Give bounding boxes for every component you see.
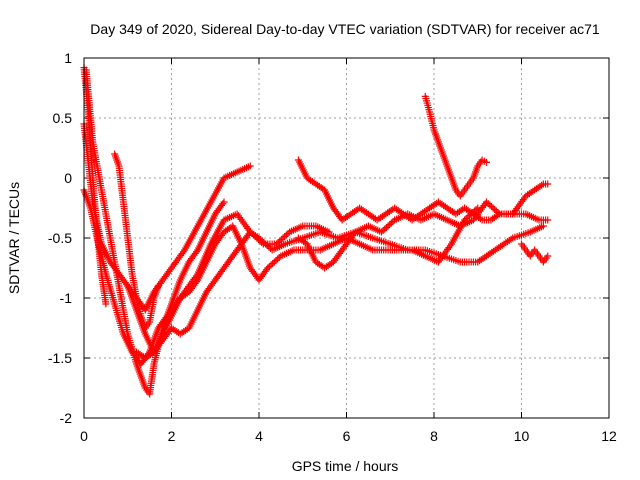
data-point — [265, 243, 273, 251]
data-point — [386, 221, 394, 228]
data-point — [544, 216, 552, 224]
data-point — [491, 206, 499, 213]
data-point — [494, 209, 502, 216]
x-axis-label: GPS time / hours — [292, 458, 399, 474]
x-tick-label: 8 — [430, 428, 438, 444]
x-tick-label: 0 — [80, 428, 88, 444]
data-point — [337, 248, 345, 256]
data-marks — [80, 64, 552, 398]
x-tick-label: 10 — [514, 428, 530, 444]
data-point — [219, 200, 227, 208]
data-point — [381, 225, 389, 233]
data-point — [257, 236, 265, 243]
data-point — [264, 264, 272, 272]
data-point — [539, 222, 547, 230]
series-7 — [133, 204, 482, 362]
data-point — [282, 231, 290, 239]
data-point — [492, 207, 500, 215]
data-point — [274, 255, 282, 263]
y-tick-label: -0.5 — [48, 230, 72, 246]
data-point — [258, 237, 266, 245]
data-point — [279, 234, 287, 242]
x-tick-label: 12 — [601, 428, 617, 444]
chart-title: Day 349 of 2020, Sidereal Day-to-day VTE… — [90, 21, 600, 37]
data-point — [102, 300, 110, 308]
data-point — [275, 254, 283, 261]
data-point — [382, 224, 390, 231]
data-point — [484, 200, 492, 207]
y-tick-label: 1 — [64, 50, 72, 66]
x-tick-label: 6 — [343, 428, 351, 444]
data-point — [246, 162, 254, 170]
data-point — [263, 242, 271, 249]
series-9 — [294, 180, 552, 272]
data-point — [272, 257, 280, 264]
data-point — [270, 258, 278, 266]
x-tick-label: 2 — [168, 428, 176, 444]
y-tick-label: -1 — [60, 290, 73, 306]
data-point — [281, 233, 289, 240]
x-tick-label: 4 — [255, 428, 263, 444]
data-point — [487, 203, 495, 210]
data-point — [220, 198, 228, 206]
data-point — [262, 240, 270, 248]
data-point — [384, 222, 392, 230]
data-point — [277, 236, 285, 243]
y-tick-label: -1.5 — [48, 350, 72, 366]
plot-frame — [83, 57, 610, 419]
data-point — [193, 278, 200, 286]
data-point — [483, 158, 490, 166]
series-10 — [421, 92, 490, 200]
series-4 — [80, 186, 333, 368]
data-point — [260, 239, 268, 246]
data-point — [166, 266, 174, 274]
series-11 — [518, 240, 552, 266]
data-point — [486, 201, 494, 209]
data-point — [483, 198, 490, 206]
data-point — [269, 260, 277, 267]
y-tick-label: 0.5 — [53, 110, 73, 126]
data-point — [378, 228, 385, 236]
data-point — [265, 263, 273, 270]
data-point — [193, 248, 200, 256]
y-axis-label: SDTVAR / TECUs — [6, 182, 22, 294]
data-point — [489, 204, 497, 212]
data-point — [379, 227, 387, 234]
data-point — [284, 230, 292, 237]
data-point — [544, 252, 552, 260]
data-point — [267, 261, 275, 269]
data-point — [389, 218, 397, 225]
y-tick-label: 0 — [64, 170, 72, 186]
y-tick-label: -2 — [60, 410, 73, 426]
tick-labels: 0 2 4 6 8 10 12 1 0.5 0 -0.5 -1 -1.5 -2 — [48, 50, 617, 444]
data-point — [544, 180, 552, 188]
data-point — [387, 219, 395, 227]
data-point — [255, 234, 263, 242]
data-point — [154, 282, 162, 290]
